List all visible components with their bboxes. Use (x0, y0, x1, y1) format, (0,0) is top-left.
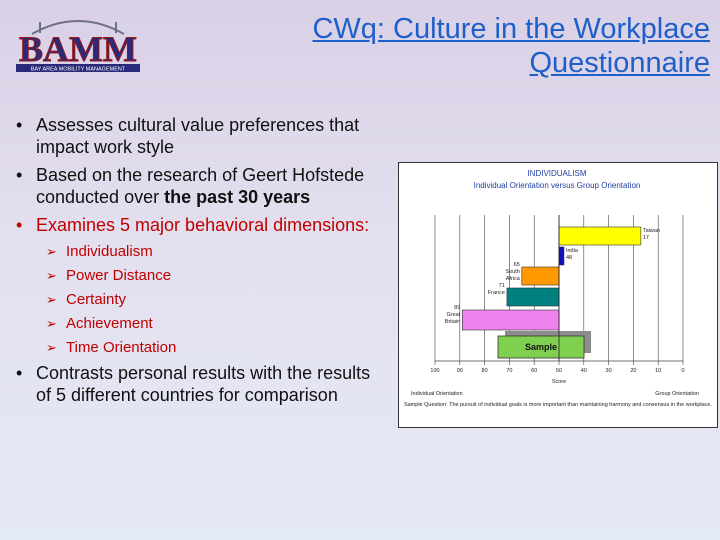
bullet-1: • Assesses cultural value preferences th… (16, 115, 360, 157)
bar-label: South (505, 269, 519, 275)
slide-title[interactable]: CWq: Culture in the Workplace Questionna… (312, 13, 710, 79)
bar-label: France (488, 290, 505, 296)
tick-label: 0 (681, 368, 684, 374)
individualism-chart: INDIVIDUALISM Individual Orientation ver… (398, 162, 718, 428)
bullet-4: • Contrasts personal results with the re… (16, 363, 371, 405)
chart-title: INDIVIDUALISM (527, 169, 586, 178)
tick-label: 30 (606, 368, 612, 374)
left-orientation-label: Individual Orientation (411, 391, 463, 397)
bar (506, 287, 560, 307)
tick-label: 60 (531, 368, 537, 374)
tick-label: 50 (556, 368, 562, 374)
bullet-dot: • (16, 165, 23, 185)
sub-bullet-power-distance: ➢ Power Distance (46, 267, 172, 284)
bar (558, 246, 565, 266)
sub-bullet-time-orientation: ➢ Time Orientation (46, 339, 177, 356)
chart-subtitle: Individual Orientation versus Group Orie… (474, 181, 641, 190)
bar (521, 266, 560, 286)
arrow-icon: ➢ (46, 316, 57, 331)
tick-label: 20 (630, 368, 636, 374)
bar-label: Taiwan (643, 228, 660, 234)
bullet-dot: • (16, 115, 23, 135)
bar-label: Africa (506, 276, 521, 282)
logo-tagline: BAY AREA MOBILITY MANAGEMENT (31, 67, 126, 73)
arrow-icon: ➢ (46, 244, 57, 259)
bullet-list: • Assesses cultural value preferences th… (16, 114, 388, 412)
sample-label: Sample (525, 342, 557, 352)
bar-label: Great (447, 312, 461, 318)
sample-bar (497, 335, 585, 359)
arrow-icon: ➢ (46, 268, 57, 283)
tick-label: 90 (457, 368, 463, 374)
tick-label: 10 (655, 368, 661, 374)
right-orientation-label: Group Orientation (655, 391, 699, 397)
bullet-dot: • (16, 215, 23, 235)
chart-footnote: Sample Question: The pursuit of individu… (403, 402, 713, 408)
bar (461, 309, 560, 331)
bar-label: 48 (566, 255, 572, 261)
bullet-3: • Examines 5 major behavioral dimensions… (16, 215, 370, 235)
bar-label: 89 (454, 305, 460, 311)
bar-label: 65 (514, 262, 520, 268)
bar-label: Britain (445, 319, 461, 325)
tick-label: 70 (506, 368, 512, 374)
sub-bullet-achievement: ➢ Achievement (46, 315, 153, 332)
bar-label: 17 (643, 235, 649, 241)
tick-label: 40 (581, 368, 587, 374)
arrow-icon: ➢ (46, 340, 57, 355)
bar-label: India (566, 248, 579, 254)
sub-bullet-individualism: ➢ Individualism (46, 243, 153, 260)
svg-text:BAMM: BAMM (19, 29, 137, 69)
chart-svg: INDIVIDUALISM Individual Orientation ver… (403, 169, 713, 408)
tick-label: 80 (482, 368, 488, 374)
x-axis-label: Score (552, 379, 566, 385)
tick-label: 100 (430, 368, 439, 374)
arrow-icon: ➢ (46, 292, 57, 307)
bar-label: 71 (499, 283, 505, 289)
bamm-logo: BAMM BAY AREA MOBILITY MANAGEMENT (16, 20, 140, 73)
bullet-dot: • (16, 363, 23, 383)
bullet-2: • Based on the research of Geert Hofsted… (16, 165, 365, 207)
bar (558, 226, 642, 246)
sub-bullet-certainty: ➢ Certainty (46, 291, 127, 308)
